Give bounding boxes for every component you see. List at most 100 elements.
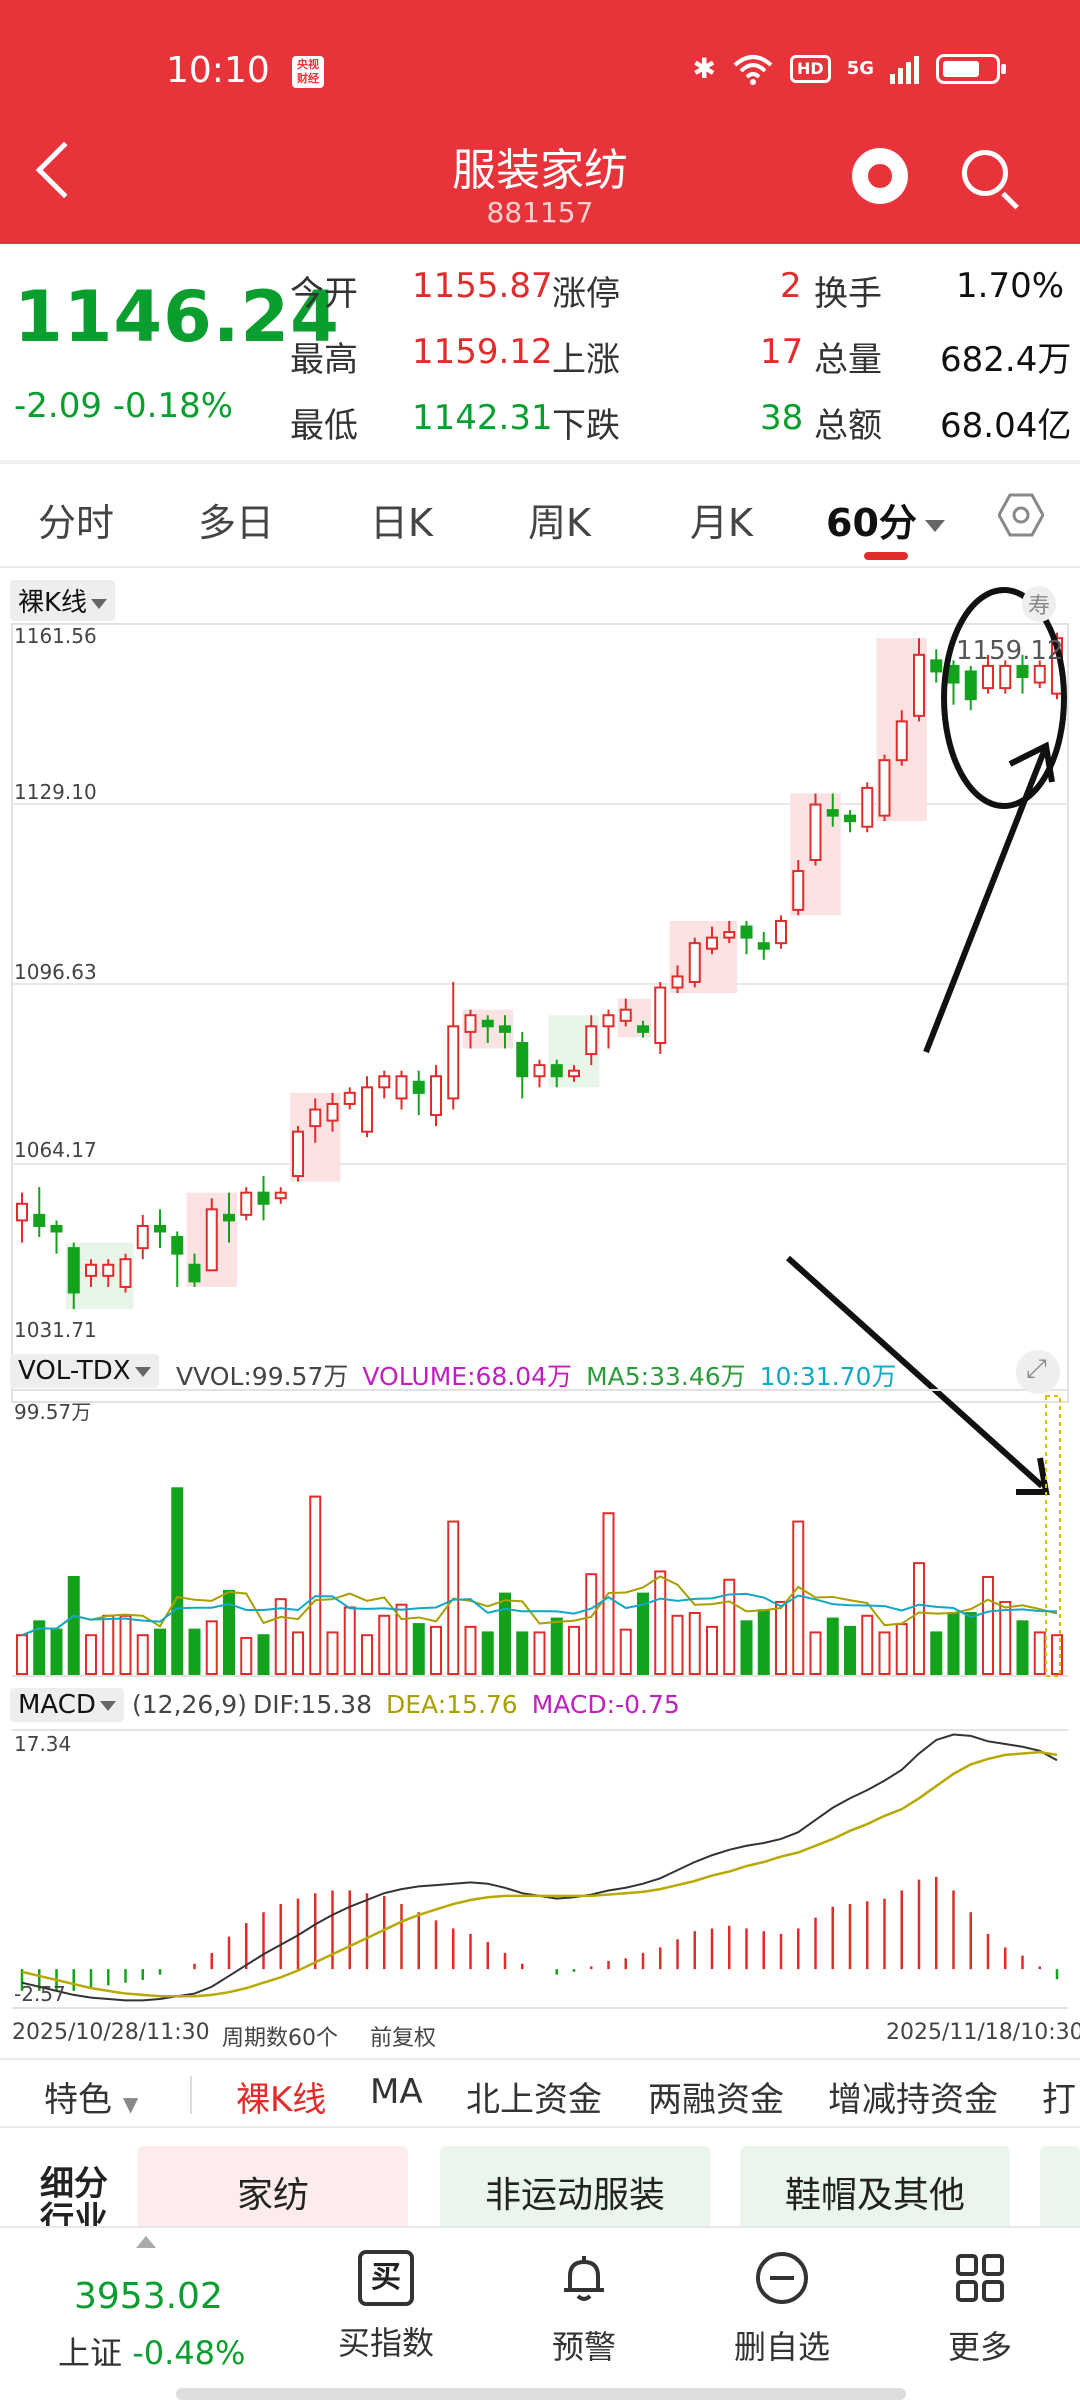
macd-indicator-selector[interactable]: MACD — [10, 1688, 124, 1722]
battery-icon — [936, 53, 1006, 84]
candle-body — [154, 1224, 166, 1233]
chevron-up-icon[interactable] — [136, 2236, 156, 2248]
volume-bar — [878, 1631, 891, 1676]
candle-body — [464, 1014, 477, 1033]
active-tab-indicator — [864, 552, 908, 560]
sector-chip-partial[interactable] — [1040, 2146, 1080, 2230]
volume-bar — [430, 1625, 442, 1675]
candle-body — [913, 653, 925, 717]
candle-body — [240, 1191, 253, 1216]
kline-type-selector[interactable]: 裸K线 — [10, 580, 116, 621]
candle-body — [257, 1191, 270, 1205]
volume-bar — [326, 1631, 339, 1676]
buy-icon: 买 — [358, 2250, 414, 2306]
volume-indicator-label: VOL-TDX — [18, 1356, 131, 1386]
volume-bar — [1016, 1620, 1029, 1675]
annotation-arrow — [923, 744, 1049, 1054]
stock-code: 881157 — [486, 196, 594, 229]
sector-chip-footwear[interactable]: 鞋帽及其他 — [740, 2146, 1010, 2230]
tab-multiday[interactable]: 多日 — [198, 501, 275, 545]
chevron-down-icon — [91, 598, 108, 609]
chevron-down-icon — [134, 1366, 151, 1377]
volume-bar — [619, 1628, 632, 1675]
index-value[interactable]: 3953.02 — [74, 2276, 223, 2317]
low-value: 1142.31 — [412, 398, 553, 438]
buy-index-label: 买指数 — [337, 2324, 434, 2362]
divider — [0, 460, 1080, 464]
tool-more[interactable]: 打 — [1042, 2080, 1076, 2120]
candle-body — [844, 814, 856, 823]
chevron-down-icon — [924, 519, 945, 532]
hide-toggle[interactable]: 寿 — [1022, 586, 1057, 622]
tab-weekly-k[interactable]: 周K — [528, 501, 591, 545]
candle-body — [999, 664, 1012, 690]
kline-frame — [11, 623, 1069, 1403]
macd-indicator-label: MACD — [18, 1690, 96, 1720]
tool-holdings-change[interactable]: 增减持资金 — [828, 2080, 998, 2120]
y-axis-label: 1064.17 — [14, 1138, 97, 1162]
y-axis-label: 1096.63 — [14, 960, 97, 984]
candle-body — [930, 659, 943, 673]
candle-body — [947, 664, 960, 684]
page-title: 服装家纺 — [452, 145, 628, 196]
volume-bar — [378, 1614, 391, 1675]
tab-60min[interactable]: 60分 — [826, 492, 945, 547]
tool-margin[interactable]: 两融资金 — [648, 2080, 784, 2120]
vol-highlight-box — [1045, 1395, 1061, 1677]
volume-bar — [188, 1628, 201, 1675]
status-time: 10:10 — [166, 50, 270, 91]
candle-body — [481, 1019, 494, 1028]
y-axis-label: 1031.71 — [14, 1318, 97, 1342]
down-label: 下跌 — [552, 406, 620, 446]
volume-value: 682.4万 — [940, 340, 1072, 380]
more-button[interactable]: 更多 — [910, 2250, 1050, 2368]
tool-northbound[interactable]: 北上资金 — [466, 2080, 602, 2120]
tab-monthly-k[interactable]: 月K — [690, 501, 753, 545]
candle-body — [602, 1014, 615, 1028]
sector-chip-apparel[interactable]: 非运动服装 — [440, 2146, 710, 2230]
hd-icon: HD — [790, 54, 831, 83]
volume-bar — [171, 1487, 184, 1676]
volume-bar — [930, 1631, 943, 1676]
up-label: 上涨 — [552, 340, 620, 380]
volume-bar — [292, 1631, 304, 1676]
tool-naked-k[interactable]: 裸K线 — [236, 2080, 327, 2120]
alert-button[interactable]: 预警 — [514, 2250, 654, 2368]
tab-daily-k[interactable]: 日K — [370, 501, 433, 545]
candle-body — [33, 1213, 46, 1227]
candle-body — [1033, 664, 1046, 684]
expand-icon[interactable] — [1016, 1350, 1060, 1394]
settings-icon[interactable] — [998, 492, 1044, 538]
candle-body — [775, 919, 787, 945]
app-notification-icon: 央视财经 — [292, 56, 324, 88]
mascot-icon[interactable] — [852, 148, 908, 204]
volume-indicator-selector[interactable]: VOL-TDX — [10, 1354, 159, 1388]
kline-type-label: 裸K线 — [18, 588, 88, 618]
buy-index-button[interactable]: 买 买指数 — [316, 2250, 456, 2364]
macd-min-label: -2.57 — [14, 1982, 66, 2006]
volume-bar — [240, 1636, 253, 1676]
volume-bar — [361, 1634, 373, 1675]
chart-area[interactable] — [0, 568, 1080, 2058]
search-icon[interactable] — [962, 150, 1008, 196]
candle-body — [706, 936, 718, 950]
tool-ma[interactable]: MA — [370, 2072, 423, 2112]
more-label: 更多 — [947, 2328, 1012, 2366]
index-name[interactable]: 上证 -0.48% — [58, 2328, 245, 2374]
candle-body — [516, 1041, 529, 1078]
bell-icon — [564, 2256, 604, 2301]
remove-watchlist-button[interactable]: 删自选 — [712, 2250, 852, 2368]
volume-bar — [136, 1634, 149, 1675]
candle-body — [16, 1202, 28, 1222]
candle-body — [102, 1263, 115, 1277]
limit-up-value: 2 — [780, 266, 802, 306]
tab-intraday[interactable]: 分时 — [38, 501, 115, 545]
candle-body — [895, 720, 908, 762]
home-indicator — [176, 2388, 906, 2400]
volume-bar — [223, 1589, 235, 1675]
sector-chip-home-textile[interactable]: 家纺 — [138, 2146, 408, 2230]
time-axis-start: 2025/10/28/11:30 — [12, 2020, 210, 2045]
candle-body — [119, 1258, 132, 1288]
up-value: 17 — [760, 332, 804, 372]
features-dropdown[interactable]: 特色 ▼ — [44, 2072, 138, 2121]
